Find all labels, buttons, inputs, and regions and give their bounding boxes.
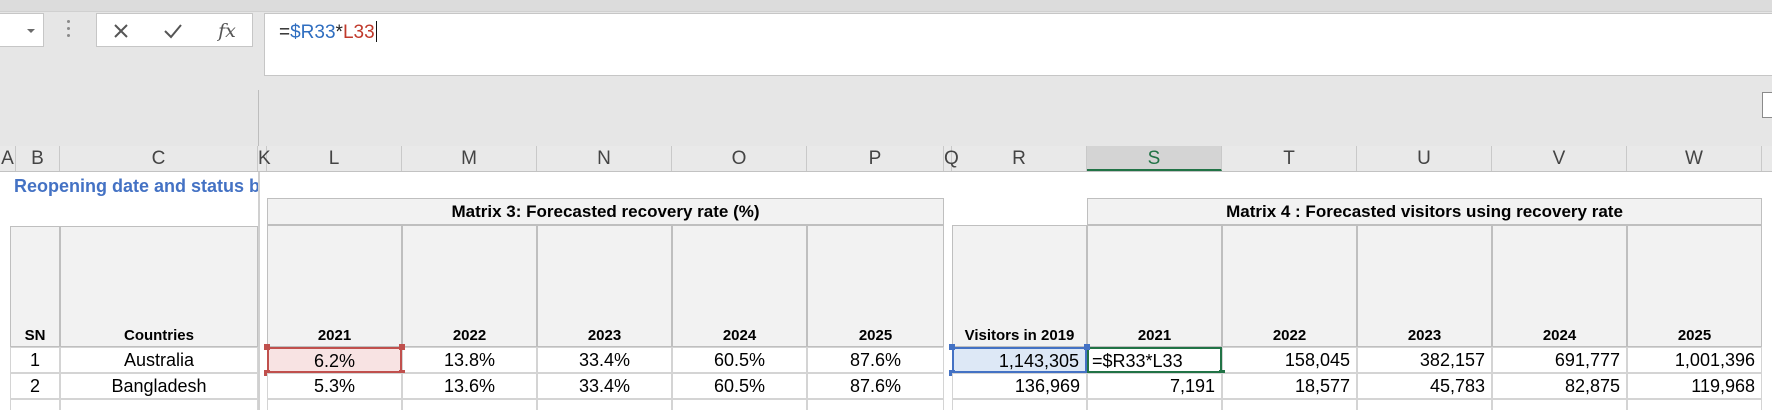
matrix4-title[interactable]: Matrix 4 : Forecasted visitors using rec… (1087, 198, 1762, 225)
column-header-k[interactable]: K (258, 146, 271, 171)
table-cell-forecast-2022[interactable]: 158,045 (1222, 347, 1357, 373)
table-cell-rate-2025[interactable]: 87.6% (807, 373, 944, 399)
table-cell[interactable] (10, 399, 60, 410)
formula-text: =$R33*L33 (279, 21, 377, 43)
split-divider[interactable] (258, 90, 259, 170)
table-cell[interactable] (807, 399, 944, 410)
more-options-icon[interactable] (66, 20, 72, 40)
column-header-q[interactable]: Q (944, 146, 959, 171)
header-m3-2021[interactable]: 2021 (267, 225, 402, 347)
expand-formula-bar-icon[interactable] (1762, 92, 1772, 118)
column-header-c[interactable]: C (60, 146, 258, 171)
reference-handle[interactable] (949, 344, 955, 350)
active-cell-editing[interactable]: =$R33*L33 (1087, 347, 1222, 373)
matrix3-title[interactable]: Matrix 3: Forecasted recovery rate (%) (267, 198, 944, 225)
table-cell-rate-2024[interactable]: 60.5% (672, 347, 807, 373)
header-m3-2023[interactable]: 2023 (537, 225, 672, 347)
header-visitors-2019[interactable]: Visitors in 2019 (952, 225, 1087, 347)
formula-buttons: fx (96, 13, 253, 47)
table-cell[interactable] (1222, 399, 1357, 410)
table-cell-visitors-2019[interactable]: 1,143,305 (952, 347, 1087, 373)
header-m3-2022[interactable]: 2022 (402, 225, 537, 347)
column-header-u[interactable]: U (1357, 146, 1492, 171)
column-header-r[interactable]: R (952, 146, 1087, 171)
header-countries[interactable]: Countries (60, 226, 258, 347)
header-m3-2024[interactable]: 2024 (672, 225, 807, 347)
header-m4-2021[interactable]: 2021 (1087, 225, 1222, 347)
column-header-t[interactable]: T (1222, 146, 1357, 171)
name-box[interactable] (0, 13, 44, 47)
reference-handle[interactable] (399, 344, 405, 350)
table-cell-forecast-2025[interactable]: 119,968 (1627, 373, 1762, 399)
header-m4-2022[interactable]: 2022 (1222, 225, 1357, 347)
text-cursor (375, 21, 377, 42)
header-sn[interactable]: SN (10, 226, 60, 347)
column-header-row: A B C K L M N O P Q R S T U V W (0, 146, 1772, 172)
table-cell-forecast-2021[interactable]: 7,191 (1087, 373, 1222, 399)
table-cell[interactable] (402, 399, 537, 410)
header-m3-2025[interactable]: 2025 (807, 225, 944, 347)
table-cell-country[interactable]: Australia (60, 347, 258, 373)
column-header-b[interactable]: B (16, 146, 60, 171)
column-header-v[interactable]: V (1492, 146, 1627, 171)
table-cell[interactable] (1357, 399, 1492, 410)
table-cell-forecast-2025[interactable]: 1,001,396 (1627, 347, 1762, 373)
column-header-w[interactable]: W (1627, 146, 1762, 171)
table-cell-country[interactable]: Bangladesh (60, 373, 258, 399)
table-cell-forecast-2024[interactable]: 82,875 (1492, 373, 1627, 399)
header-m4-2024[interactable]: 2024 (1492, 225, 1627, 347)
table-cell-sn[interactable]: 2 (10, 373, 60, 399)
table-cell-rate-2025[interactable]: 87.6% (807, 347, 944, 373)
table-cell[interactable] (672, 399, 807, 410)
table-cell-rate-2022[interactable]: 13.6% (402, 373, 537, 399)
reference-handle[interactable] (1084, 344, 1090, 350)
header-m4-2025[interactable]: 2025 (1627, 225, 1762, 347)
column-header-o[interactable]: O (672, 146, 807, 171)
table-cell[interactable] (267, 399, 402, 410)
table-cell-forecast-2022[interactable]: 18,577 (1222, 373, 1357, 399)
table-cell-rate-2022[interactable]: 13.8% (402, 347, 537, 373)
insert-function-icon[interactable]: fx (218, 20, 236, 42)
table-cell[interactable] (1627, 399, 1762, 410)
table-cell[interactable] (537, 399, 672, 410)
table-cell-forecast-2024[interactable]: 691,777 (1492, 347, 1627, 373)
table-cell[interactable] (1087, 399, 1222, 410)
ribbon-edge (0, 0, 1772, 12)
table-cell-rate-2021[interactable]: 5.3% (267, 373, 402, 399)
table-cell[interactable] (1492, 399, 1627, 410)
table-cell-rate-2021[interactable]: 6.2% (267, 347, 402, 373)
table-cell-visitors-2019[interactable]: 136,969 (952, 373, 1087, 399)
table-cell-forecast-2023[interactable]: 45,783 (1357, 373, 1492, 399)
column-header-p[interactable]: P (807, 146, 944, 171)
cancel-icon[interactable] (101, 14, 141, 48)
table-cell-forecast-2023[interactable]: 382,157 (1357, 347, 1492, 373)
enter-icon[interactable] (153, 14, 193, 48)
reference-handle[interactable] (264, 344, 270, 350)
section-title[interactable]: Reopening date and status by (14, 176, 258, 196)
column-header-s[interactable]: S (1087, 146, 1222, 171)
formula-input[interactable]: =$R33*L33 (264, 13, 1772, 76)
table-cell-rate-2023[interactable]: 33.4% (537, 373, 672, 399)
worksheet-grid[interactable]: Reopening date and status by Matrix 3: F… (0, 172, 1772, 410)
column-header-m[interactable]: M (402, 146, 537, 171)
table-cell[interactable] (60, 399, 258, 410)
column-header-n[interactable]: N (537, 146, 672, 171)
table-cell-rate-2024[interactable]: 60.5% (672, 373, 807, 399)
column-header-a[interactable]: A (0, 146, 16, 171)
column-header-l[interactable]: L (267, 146, 402, 171)
table-cell-rate-2023[interactable]: 33.4% (537, 347, 672, 373)
freeze-pane-divider (258, 172, 260, 410)
table-cell[interactable] (952, 399, 1087, 410)
chevron-down-icon[interactable] (27, 29, 35, 33)
table-cell-sn[interactable]: 1 (10, 347, 60, 373)
header-m4-2023[interactable]: 2023 (1357, 225, 1492, 347)
